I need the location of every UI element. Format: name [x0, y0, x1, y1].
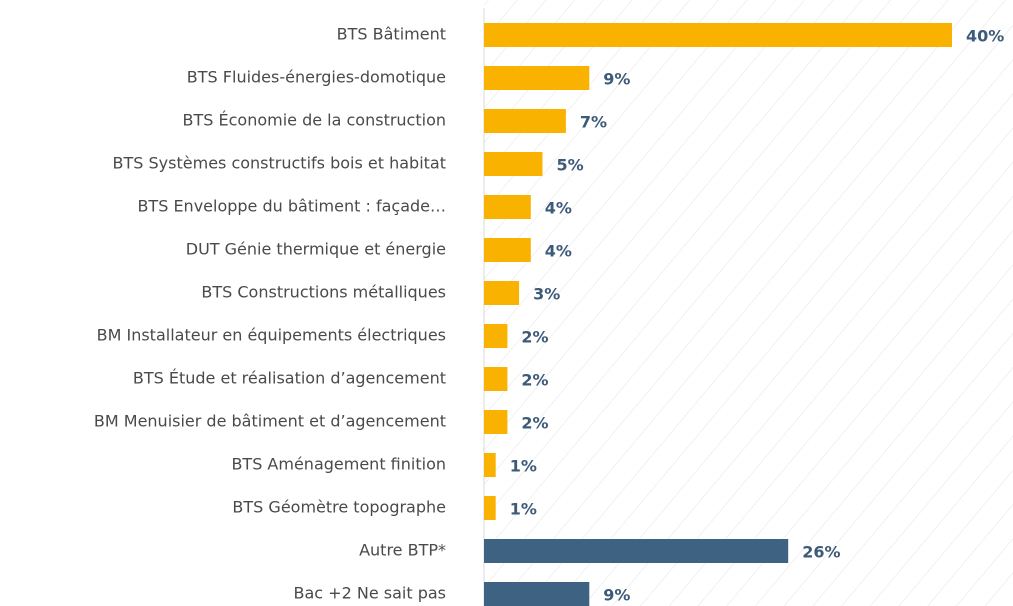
category-label: BTS Fluides-énergies-domotique [187, 68, 446, 87]
bar [484, 367, 508, 391]
category-label: BTS Systèmes constructifs bois et habita… [113, 154, 446, 173]
value-label: 1% [510, 457, 537, 476]
category-label: BTS Étude et réalisation d’agencement [133, 369, 446, 388]
value-label: 3% [533, 285, 560, 304]
value-label: 9% [603, 586, 630, 605]
value-label: 2% [521, 328, 548, 347]
category-label: Bac +2 Ne sait pas [294, 584, 446, 603]
category-label: DUT Génie thermique et énergie [186, 240, 446, 259]
value-label: 2% [521, 371, 548, 390]
bar [484, 23, 952, 47]
bar [484, 496, 496, 520]
category-label: BTS Économie de la construction [183, 111, 447, 130]
bar [484, 152, 543, 176]
bar [484, 582, 590, 606]
bar [484, 195, 531, 219]
bar [484, 109, 566, 133]
bar [484, 66, 590, 90]
category-label: BTS Enveloppe du bâtiment : façade… [137, 197, 446, 216]
bar [484, 453, 496, 477]
bar [484, 539, 789, 563]
value-label: 9% [603, 70, 630, 89]
value-label: 4% [545, 242, 572, 261]
value-label: 7% [580, 113, 607, 132]
bar [484, 410, 508, 434]
category-label: BM Menuisier de bâtiment et d’agencement [94, 412, 446, 431]
value-label: 40% [966, 27, 1004, 46]
category-label: BM Installateur en équipements électriqu… [97, 326, 446, 345]
category-label: BTS Constructions métalliques [201, 283, 446, 302]
bar [484, 281, 520, 305]
value-label: 4% [545, 199, 572, 218]
category-label: BTS Aménagement finition [231, 455, 446, 474]
value-label: 1% [510, 500, 537, 519]
value-label: 2% [521, 414, 548, 433]
bar [484, 238, 531, 262]
value-label: 5% [557, 156, 584, 175]
value-label: 26% [802, 543, 840, 562]
background-hatch [484, 0, 1013, 606]
category-label: BTS Géomètre topographe [232, 498, 446, 517]
bar [484, 324, 508, 348]
category-label: BTS Bâtiment [337, 25, 446, 44]
category-label: Autre BTP* [359, 541, 446, 560]
